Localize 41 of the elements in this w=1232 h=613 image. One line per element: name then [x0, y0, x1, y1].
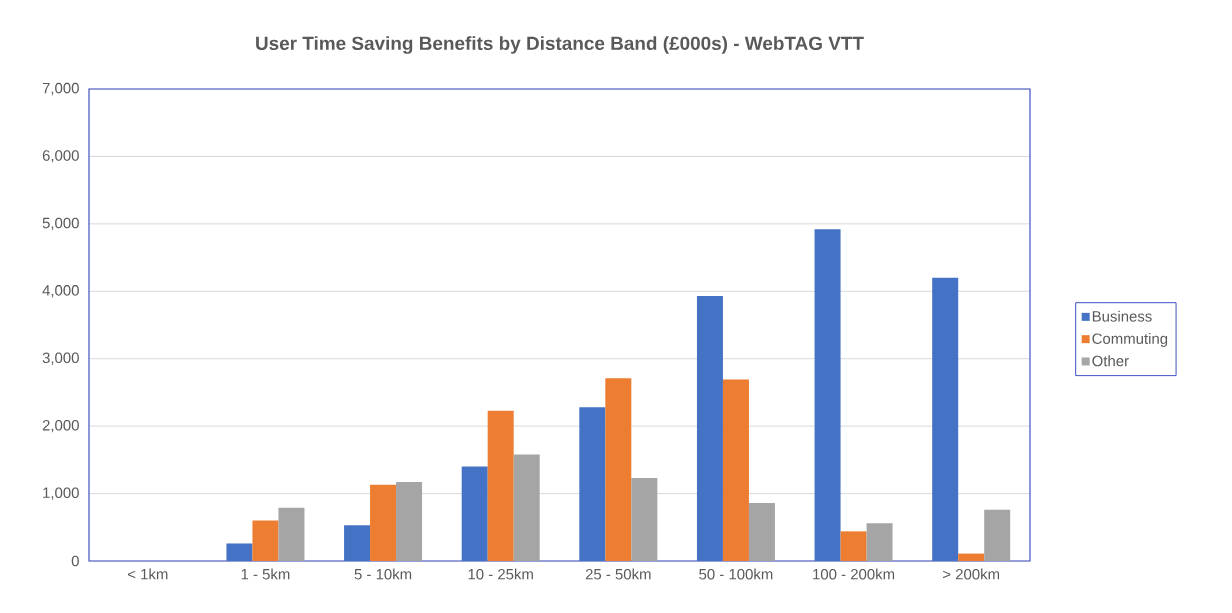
y-tick-label: 3,000 [42, 352, 79, 365]
x-tick-label: 50 - 100km [699, 568, 773, 580]
bar [278, 507, 305, 561]
bar [984, 509, 1011, 561]
bar [461, 466, 488, 561]
chart-title: User Time Saving Benefits by Distance Band (£000s) - WebTAG VTT [256, 36, 864, 54]
bar [487, 410, 514, 561]
x-tick-label: > 200km [943, 568, 1000, 580]
legend-label: Business [1092, 310, 1152, 322]
bar [840, 531, 867, 561]
y-tick-label: 6,000 [42, 150, 79, 163]
bar [932, 277, 959, 561]
x-tick-label: 5 - 10km [354, 568, 412, 580]
bar [696, 296, 723, 561]
bar [958, 553, 985, 561]
y-tick-label: 2,000 [42, 419, 79, 433]
x-tick-label: < 1km [127, 568, 168, 580]
legend-label: Commuting [1092, 333, 1168, 347]
bar [631, 478, 658, 561]
y-tick-label: 0 [71, 555, 79, 567]
y-tick-label: 1,000 [43, 487, 79, 500]
bar [226, 543, 253, 561]
bar [252, 520, 279, 561]
bar [513, 454, 540, 561]
x-tick-label: 10 - 25km [468, 568, 533, 580]
y-tick-label: 7,000 [42, 82, 79, 96]
y-tick-label: 5,000 [42, 217, 79, 231]
y-tick-label: 4,000 [42, 285, 79, 298]
bar [814, 229, 841, 561]
x-tick-label: 100 - 200km [813, 568, 895, 580]
x-tick-label: 25 - 50km [585, 568, 651, 580]
bar [866, 523, 893, 561]
bar [722, 379, 749, 561]
bar [370, 484, 397, 561]
x-tick-label: 1 - 5km [241, 568, 290, 580]
bar [605, 378, 632, 561]
bar [396, 482, 423, 561]
bar [579, 407, 606, 561]
bar [344, 525, 371, 561]
legend-label: Other [1092, 355, 1129, 367]
bar [748, 503, 775, 561]
